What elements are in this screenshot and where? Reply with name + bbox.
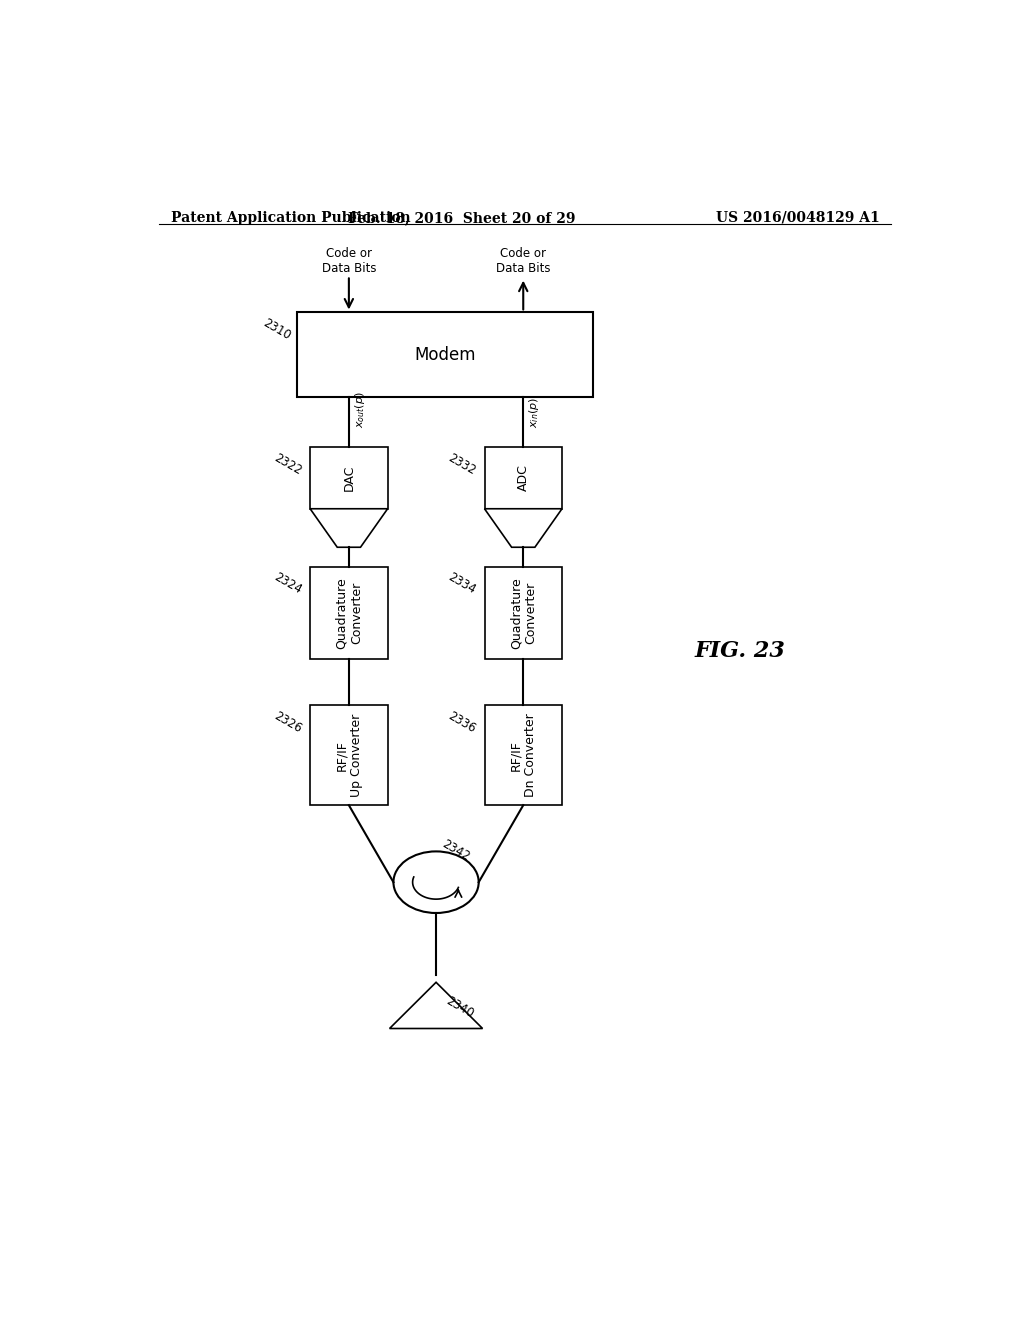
Text: Patent Application Publication: Patent Application Publication (171, 211, 411, 224)
Text: DAC: DAC (342, 465, 355, 491)
Text: 2340: 2340 (443, 994, 476, 1020)
Text: 2334: 2334 (446, 570, 478, 597)
Text: $x_{in}(p)$: $x_{in}(p)$ (527, 397, 541, 428)
Text: 2332: 2332 (446, 451, 478, 477)
Polygon shape (310, 508, 388, 548)
Text: Quadrature
Converter: Quadrature Converter (335, 577, 362, 648)
Bar (484, 705, 562, 805)
Text: FIG. 23: FIG. 23 (695, 640, 785, 663)
Text: 2310: 2310 (261, 317, 293, 342)
Text: 2322: 2322 (271, 451, 304, 478)
Text: Modem: Modem (415, 346, 476, 364)
Text: US 2016/0048129 A1: US 2016/0048129 A1 (716, 211, 880, 224)
Text: Code or
Data Bits: Code or Data Bits (496, 247, 551, 275)
Polygon shape (389, 982, 482, 1028)
Text: Code or
Data Bits: Code or Data Bits (322, 247, 376, 275)
Text: 2326: 2326 (271, 709, 304, 735)
Text: RF/IF
Up Converter: RF/IF Up Converter (335, 714, 362, 797)
Text: Feb. 18, 2016  Sheet 20 of 29: Feb. 18, 2016 Sheet 20 of 29 (347, 211, 575, 224)
Bar (297, 313, 593, 397)
Text: $x_{out}(p)$: $x_{out}(p)$ (352, 391, 367, 428)
Text: RF/IF
Dn Converter: RF/IF Dn Converter (509, 713, 538, 797)
Bar (310, 447, 388, 508)
Text: 2324: 2324 (271, 570, 304, 597)
Polygon shape (484, 508, 562, 548)
Text: ADC: ADC (517, 465, 529, 491)
Text: 2336: 2336 (446, 709, 478, 735)
Bar (310, 566, 388, 659)
Text: 2342: 2342 (440, 837, 472, 863)
Bar (484, 447, 562, 508)
Text: Quadrature
Converter: Quadrature Converter (509, 577, 538, 648)
Ellipse shape (393, 851, 478, 913)
Bar (484, 566, 562, 659)
Bar (310, 705, 388, 805)
